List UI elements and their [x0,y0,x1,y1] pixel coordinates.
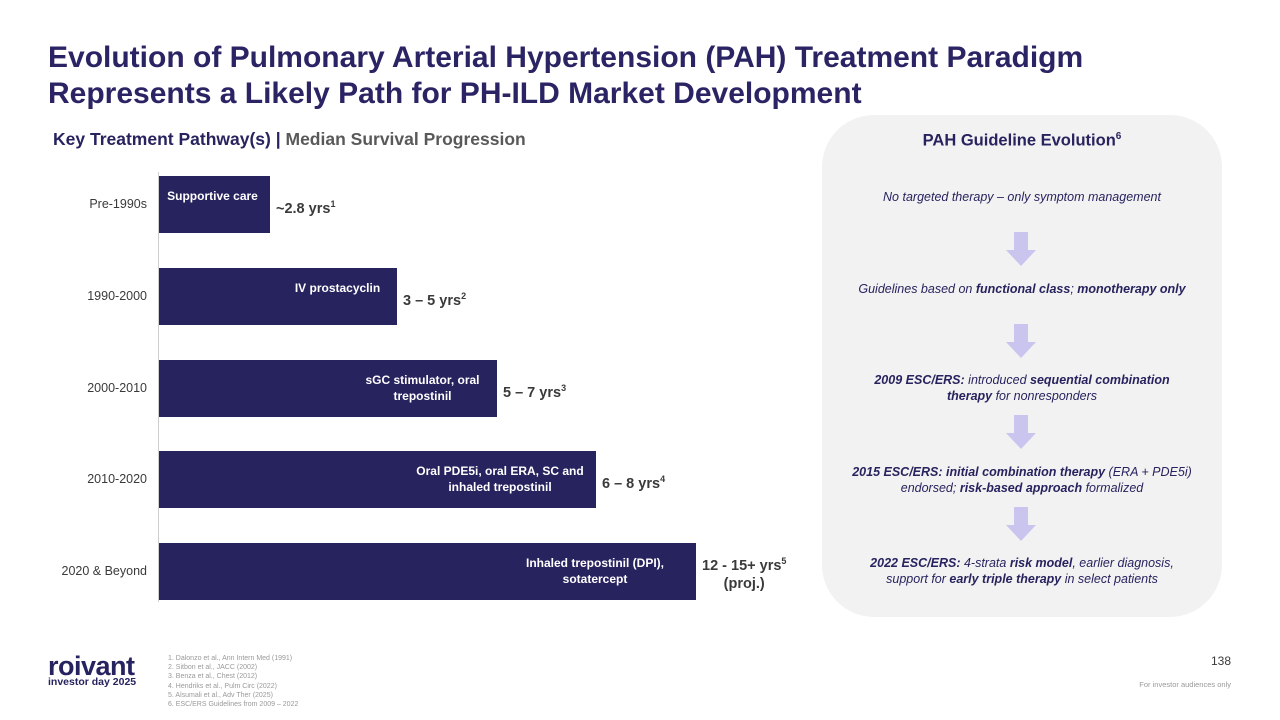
step-text: Guidelines based on [858,282,976,296]
bar-label: Inhaled trepostinil (DPI), sotatercept [525,556,664,586]
footnote: 5. Alsumali et al., Adv Ther (2025) [168,691,273,699]
panel-title-text: PAH Guideline Evolution [922,131,1116,150]
era-label: Pre-1990s [89,197,147,211]
panel-title: PAH Guideline Evolution6 [822,131,1222,151]
footnote: 4. Hendriks et al., Pulm Circ (2022) [168,682,277,690]
step-text: for nonresponders [992,389,1098,403]
guideline-step: No targeted therapy – only symptom manag… [852,189,1192,205]
step-emphasis: sequential combination therapy [946,373,1170,403]
logo-subtitle: investor day 2025 [48,676,137,688]
footnote-ref: 1 [330,199,336,209]
disclaimer: For investor audiences only [1139,680,1231,689]
step-emphasis: early triple therapy [949,572,1062,586]
footnotes: 1. Dalonzo et al., Ann Intern Med (1991)… [168,654,298,709]
down-arrow [1006,232,1036,266]
logo: roivant [48,651,135,681]
survival-value: 6 – 8 yrs [602,475,661,492]
down-arrow [1006,507,1036,541]
era-label: 2010-2020 [87,472,147,486]
bar [159,543,696,600]
step-emphasis: functional class [975,282,1071,296]
survival-label: ~2.8 yrs1 [276,195,335,218]
footnote-ref: 3 [561,383,567,393]
subtitle-main: Key Treatment Pathway(s) | [53,129,281,149]
footnote-ref: 2 [461,291,467,301]
survival-value: 3 – 5 yrs [403,292,462,309]
step-emphasis: monotherapy only [1077,282,1186,296]
bar [159,176,270,233]
survival-note: (proj.) [723,575,765,592]
step-text: (ERA + PDE5i) endorsed; [900,465,1192,495]
bar-label: Oral PDE5i, oral ERA, SC and inhaled tre… [416,464,584,494]
bar-label: sGC stimulator, oral trepostinil [365,373,480,403]
step-text: in select patients [1061,572,1158,586]
down-arrow [1006,415,1036,449]
step-text: , earlier diagnosis, support for [886,556,1174,586]
footnote-ref: 6 [1115,131,1122,142]
era-label: 2000-2010 [87,381,147,395]
step-text: 4-strata [960,556,1010,570]
survival-value: ~2.8 yrs [276,200,331,217]
step-emphasis: 2009 ESC/ERS: [874,373,965,387]
footnote: 1. Dalonzo et al., Ann Intern Med (1991) [168,655,293,662]
title: Evolution of Pulmonary Arterial Hyperten… [48,41,1084,110]
footnote: 6. ESC/ERS Guidelines from 2009 – 2022 [168,701,299,709]
guideline-step: 2022 ESC/ERS: 4-strata risk model, earli… [852,555,1192,587]
bar-label: Supportive care [167,189,258,203]
step-emphasis: risk model [1009,556,1073,570]
step-emphasis: 2015 ESC/ERS: initial combination therap… [852,465,1106,479]
step-text: introduced [964,373,1031,387]
bar [159,268,397,325]
survival-value: 5 – 7 yrs [503,384,562,401]
survival-label: 3 – 5 yrs2 [403,287,466,310]
subtitle-secondary: Median Survival Progression [285,129,526,149]
step-text: ; [1070,282,1078,296]
bar [159,451,596,508]
bar-label: IV prostacyclin [294,281,381,295]
axis-line [158,172,159,602]
era-label: 1990-2000 [87,289,147,303]
step-emphasis: 2022 ESC/ERS: [870,556,961,570]
guideline-step: 2015 ESC/ERS: initial combination therap… [852,464,1192,496]
guideline-step: 2009 ESC/ERS: introduced sequential comb… [852,372,1192,404]
survival-label: 6 – 8 yrs4 [602,470,665,493]
footnote-ref: 4 [660,474,666,484]
survival-label: 12 - 15+ yrs5 (proj.) [702,552,786,593]
footnote-ref: 5 [781,556,787,566]
survival-label: 5 – 7 yrs3 [503,379,566,402]
down-arrow [1006,324,1036,358]
step-text: formalized [1082,481,1144,495]
step-emphasis: risk-based approach [959,481,1083,495]
survival-value: 12 - 15+ yrs [702,557,782,574]
footnote: 3. Benza et al., Chest (2012) [168,673,258,681]
guideline-step: Guidelines based on functional class; mo… [852,281,1192,297]
step-text: No targeted therapy – only symptom manag… [883,190,1161,204]
subtitle: Key Treatment Pathway(s) | Median Surviv… [53,129,526,150]
era-label: 2020 & Beyond [61,564,148,578]
bar [159,360,497,417]
footnote: 2. Sitbon et al., JACC (2002) [168,664,258,672]
page-number: 138 [1210,654,1231,668]
